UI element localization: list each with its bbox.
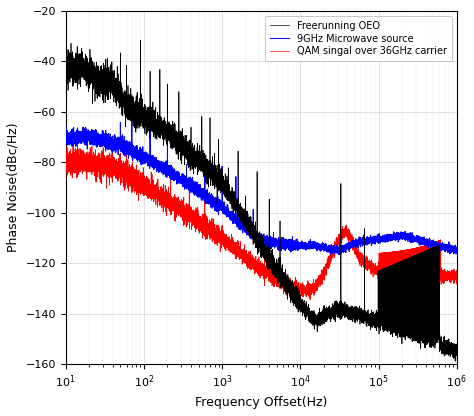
Legend: Freerunning OEO, 9GHz Microwave source, QAM singal over 36GHz carrier: Freerunning OEO, 9GHz Microwave source, … [265,16,452,62]
Freerunning OEO [294,306,300,311]
QAM singal over 36GHz carrier [74,140,80,145]
Freerunning OEO [454,352,460,357]
QAM singal over 36GHz carrier [294,286,300,291]
Freerunning OEO [452,359,458,364]
Y-axis label: Phase Noise(dBc/Hz): Phase Noise(dBc/Hz) [7,123,20,253]
9GHz Microwave source [454,250,460,255]
Freerunning OEO [82,62,88,67]
QAM singal over 36GHz carrier [204,216,210,221]
Freerunning OEO [311,324,317,329]
X-axis label: Frequency Offset(Hz): Frequency Offset(Hz) [195,396,328,409]
9GHz Microwave source [294,240,300,245]
9GHz Microwave source [82,136,88,141]
9GHz Microwave source [353,241,358,246]
Freerunning OEO [63,60,69,65]
9GHz Microwave source [204,193,210,198]
QAM singal over 36GHz carrier [307,297,313,302]
9GHz Microwave source [63,127,69,132]
QAM singal over 36GHz carrier [311,285,317,290]
Freerunning OEO [353,307,358,312]
Freerunning OEO [137,37,143,42]
9GHz Microwave source [311,239,317,244]
Freerunning OEO [374,321,379,326]
Line: Freerunning OEO: Freerunning OEO [66,40,457,361]
9GHz Microwave source [129,117,135,122]
QAM singal over 36GHz carrier [82,163,88,168]
QAM singal over 36GHz carrier [374,271,379,276]
QAM singal over 36GHz carrier [63,161,69,166]
QAM singal over 36GHz carrier [353,249,358,254]
Line: QAM singal over 36GHz carrier: QAM singal over 36GHz carrier [66,142,457,300]
Line: 9GHz Microwave source: 9GHz Microwave source [66,120,457,255]
9GHz Microwave source [328,252,333,257]
Freerunning OEO [204,160,210,165]
QAM singal over 36GHz carrier [454,274,460,279]
9GHz Microwave source [374,236,379,241]
